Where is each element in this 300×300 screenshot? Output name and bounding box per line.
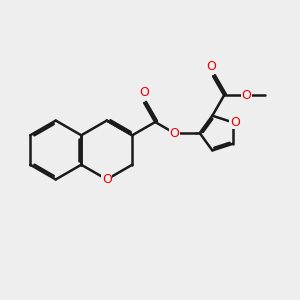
Text: O: O (139, 86, 149, 99)
Text: O: O (241, 89, 251, 102)
Text: O: O (206, 60, 216, 73)
Text: O: O (102, 173, 112, 186)
Text: O: O (169, 127, 179, 140)
Text: O: O (230, 116, 240, 129)
